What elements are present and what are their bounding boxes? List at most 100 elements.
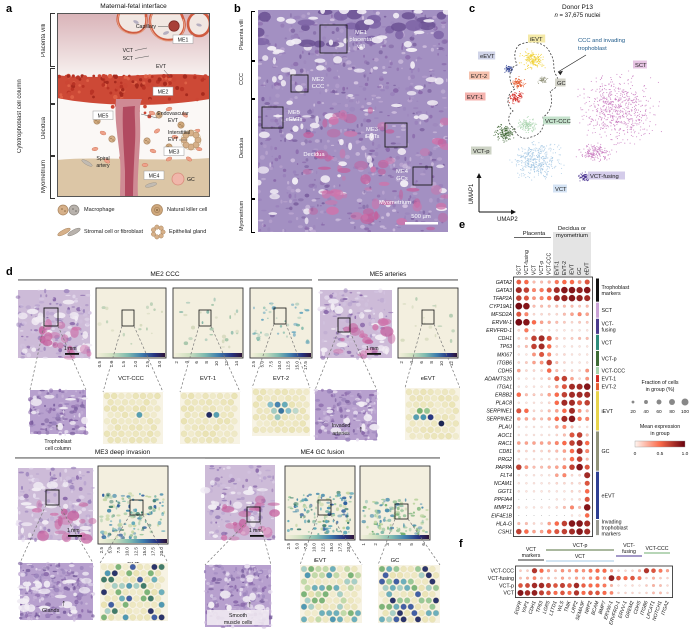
cluster-label: GC bbox=[557, 81, 566, 87]
bracket bbox=[50, 13, 55, 67]
row-label: VCT-CCC bbox=[490, 569, 514, 575]
gene-label: CDH1 bbox=[528, 600, 538, 615]
placenta-villi bbox=[116, 13, 210, 42]
he-thumbnail bbox=[200, 464, 280, 541]
row-label: VCT bbox=[503, 591, 514, 597]
bracket bbox=[251, 61, 255, 99]
section-title: ME3 deep invasion bbox=[95, 449, 151, 456]
scale-bar-label: 1 mm bbox=[249, 528, 262, 534]
gene-label: GGT1 bbox=[498, 489, 512, 495]
scale-bar-label: 1 mm bbox=[67, 528, 80, 534]
row-group-bar bbox=[596, 471, 599, 519]
map-label: EVT-1 bbox=[200, 376, 216, 382]
gene-label: ERVV-1 bbox=[617, 600, 628, 619]
row-group-label: VCT-CCC bbox=[602, 369, 626, 375]
bracket bbox=[50, 156, 55, 199]
row-group-bar bbox=[596, 302, 599, 318]
row-group-bar bbox=[596, 375, 599, 383]
gene-label: CD81 bbox=[499, 449, 512, 455]
column-label: VCT-CCC bbox=[547, 252, 553, 275]
row-group-bar bbox=[596, 383, 599, 391]
decidua-group-shade bbox=[553, 232, 591, 276]
svg-text:10.0: 10.0 bbox=[125, 547, 130, 556]
spatial-map bbox=[397, 287, 459, 359]
cluster-label: VCT bbox=[555, 187, 567, 193]
column-label: VCT-fusing bbox=[524, 250, 530, 275]
connector-line bbox=[404, 323, 423, 389]
gene-label: TFAP2A bbox=[493, 296, 513, 302]
connector-line bbox=[142, 514, 169, 564]
bracket bbox=[50, 68, 55, 104]
gene-label: CSH1 bbox=[498, 529, 512, 535]
svg-text:2: 2 bbox=[399, 361, 404, 364]
histology-texture bbox=[258, 10, 448, 232]
svg-text:2: 2 bbox=[174, 361, 179, 364]
gene-label: BMP7 bbox=[598, 600, 608, 615]
spiral-artery bbox=[115, 99, 142, 197]
svg-text:2.5: 2.5 bbox=[145, 361, 150, 368]
cluster-label: VCT-CCC bbox=[545, 119, 571, 125]
svg-text:5.0: 5.0 bbox=[108, 547, 113, 554]
svg-text:14: 14 bbox=[234, 361, 239, 367]
svg-text:artery: artery bbox=[96, 163, 110, 169]
gene-label: BCAM bbox=[590, 600, 600, 616]
matrix-border bbox=[513, 276, 593, 538]
svg-text:3.0: 3.0 bbox=[157, 361, 162, 368]
cluster-label: EVT-1 bbox=[467, 95, 483, 101]
svg-text:↑: ↑ bbox=[55, 422, 60, 432]
spot-inset bbox=[103, 392, 163, 444]
column-label: iEVT bbox=[570, 264, 576, 275]
gene-label: LRP2 bbox=[570, 600, 580, 614]
umap2-axis-label: UMAP2 bbox=[497, 217, 518, 223]
row-group-bar bbox=[596, 334, 599, 350]
zoom-rect bbox=[394, 503, 409, 520]
colorbar-ticks: 0.5 1.0 1.5 2.0 2.5 3.0 bbox=[97, 361, 162, 368]
gene-label: PLAU bbox=[498, 425, 512, 431]
svg-text:10: 10 bbox=[439, 361, 444, 367]
spot-inset bbox=[252, 388, 310, 436]
me2-tag: ME2 bbox=[152, 86, 174, 96]
gene-label: LGR5 bbox=[542, 600, 552, 614]
svg-text:GCs: GCs bbox=[396, 176, 408, 182]
gene-label: TP63 bbox=[535, 600, 544, 613]
panel-a-side-decidua: Decidua bbox=[41, 117, 47, 140]
gene-label: L1TD1 bbox=[548, 600, 558, 616]
panel-a-letter: a bbox=[6, 3, 13, 15]
row-group-bar bbox=[596, 318, 599, 334]
connector-line bbox=[179, 325, 200, 393]
bracket bbox=[251, 199, 255, 233]
cluster-label: SCT bbox=[635, 63, 647, 69]
column-label: SCT bbox=[516, 265, 522, 275]
size-legend-dot bbox=[669, 399, 675, 405]
connector-line bbox=[58, 504, 94, 564]
svg-text:1.0: 1.0 bbox=[109, 361, 114, 368]
umap-subtitle: n = 37,675 nuclei bbox=[554, 13, 601, 19]
size-legend-title: Fraction of cells bbox=[641, 380, 678, 386]
spatial-map bbox=[172, 287, 244, 359]
connector-line bbox=[349, 331, 378, 391]
svg-text:10.0: 10.0 bbox=[277, 361, 282, 370]
panel-a-side-ccc: Cytotrophoblast cell column bbox=[17, 79, 23, 153]
bracket bbox=[50, 104, 55, 156]
interstitial-evt-label: Interstitial bbox=[168, 130, 190, 136]
svg-text:↑: ↑ bbox=[359, 424, 364, 434]
col-group-label: VCT bbox=[526, 547, 537, 553]
row-group-bar bbox=[596, 520, 599, 536]
photo-label: Glands↑ bbox=[42, 598, 66, 614]
column-label: EVT-2 bbox=[562, 261, 568, 275]
panel-b-letter: b bbox=[234, 3, 241, 15]
size-legend-dot bbox=[656, 399, 662, 405]
svg-text:8: 8 bbox=[429, 361, 434, 364]
gene-label: FLT4 bbox=[500, 473, 512, 479]
connector-line bbox=[314, 331, 339, 391]
svg-text:Decidua: Decidua bbox=[303, 152, 325, 158]
connector-line bbox=[285, 323, 311, 389]
zoom-rect bbox=[43, 307, 59, 327]
gene-label: GATA2 bbox=[496, 280, 512, 286]
gene-label: GREM2 bbox=[624, 600, 635, 619]
svg-text:ME5: ME5 bbox=[288, 110, 300, 116]
endovascular-evt-label: Endovascular bbox=[157, 111, 189, 117]
